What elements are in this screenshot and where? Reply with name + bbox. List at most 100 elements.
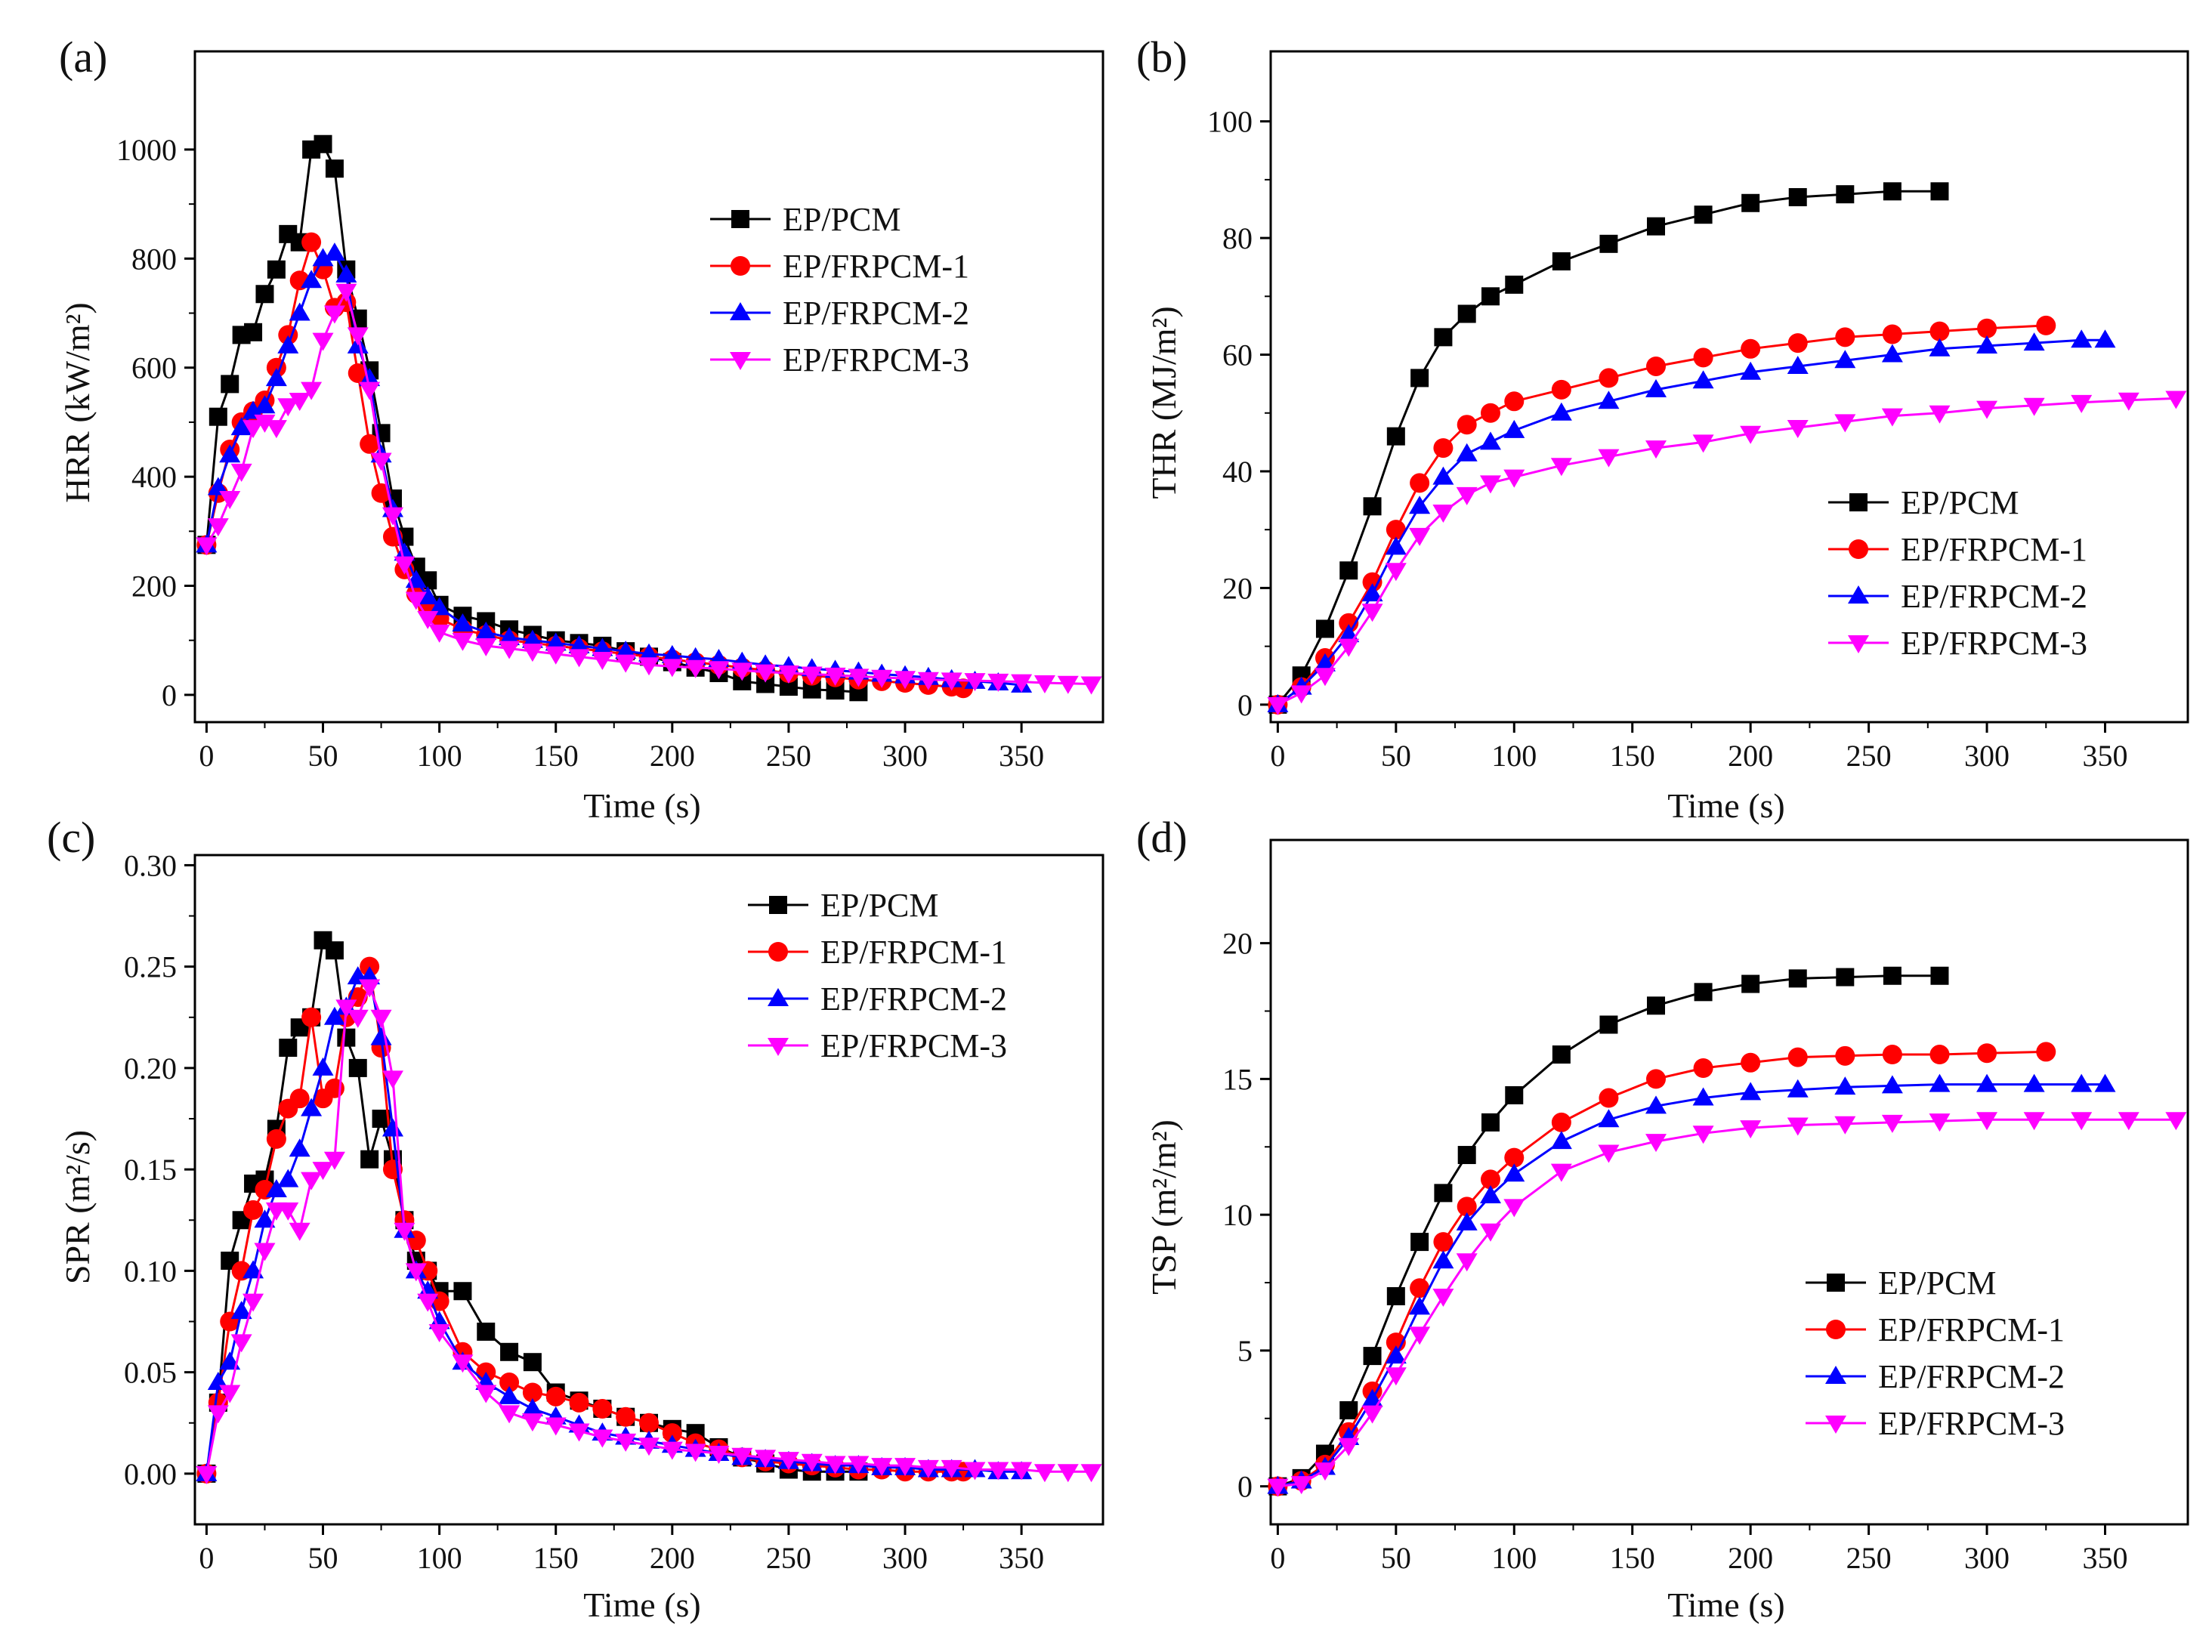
panel-a-legend-label: EP/FRPCM-3 <box>783 341 969 378</box>
panel-d-legend-marker <box>1825 1366 1846 1384</box>
panel-a-data-point <box>615 641 637 659</box>
panel-b-data-point <box>1834 350 1856 369</box>
panel-b-data-point <box>1456 443 1478 462</box>
panel-d-legend-marker <box>1826 1320 1846 1339</box>
panel-a-data-point <box>661 659 683 678</box>
panel-a-data-point <box>475 621 497 640</box>
panel-b-data-point <box>1314 653 1336 672</box>
panel-b-data-point <box>1503 469 1525 488</box>
panel-c-data-point <box>871 1458 893 1477</box>
panel-a-data-point <box>545 632 567 651</box>
panel-c-ytick-label: 0.25 <box>124 950 177 984</box>
panel-a-data-point <box>370 452 392 471</box>
panel-b-data-point <box>1787 420 1809 439</box>
panel-b-data-point <box>1456 486 1478 505</box>
panel-b-data-point <box>1647 217 1666 236</box>
panel-b: (b) Time (s) THR (MJ/m²) 0 50 100 150 200 250… <box>1136 32 2189 825</box>
panel-c-data-point <box>347 1009 369 1028</box>
panel-b-ytick-label: 20 <box>1222 571 1253 605</box>
panel-c-data-point <box>348 1058 367 1077</box>
panel-d-data-point <box>1432 1289 1454 1307</box>
panel-b-data-point <box>1740 425 1762 444</box>
panel-c-data-point <box>684 1444 706 1462</box>
panel-c-legend-label: EP/FRPCM-3 <box>820 1027 1007 1064</box>
panel-a-data-point <box>314 134 332 153</box>
panel-c-ytick-label: 0.20 <box>124 1051 177 1085</box>
panel-c-data-point <box>1057 1464 1079 1483</box>
panel-a-xlabel: Time (s) <box>583 786 701 825</box>
panel-c-data-point <box>301 1098 323 1116</box>
panel-b-data-point <box>1552 252 1571 270</box>
panel-c-legend-label: EP/FRPCM-2 <box>820 980 1007 1017</box>
panel-b-data-point <box>1741 338 1761 359</box>
panel-b-data-point <box>1480 403 1500 423</box>
panel-b-data-point <box>1645 440 1667 459</box>
panel-b-legend: EP/PCM EP/FRPCM-1 EP/FRPCM-2 EP/FRPCM-3 <box>1828 484 2087 662</box>
panel-a-data-point <box>417 610 439 629</box>
panel-b-label: (b) <box>1136 32 1188 82</box>
panel-b-data-point <box>1882 324 1902 344</box>
panel-b-data-point <box>1433 438 1454 459</box>
panel-d-data-point <box>1881 1075 1903 1094</box>
panel-d-data-point <box>1599 1088 1619 1108</box>
panel-c-data-point <box>592 1429 613 1448</box>
panel-b-xtick-label: 50 <box>1381 739 1411 773</box>
panel-c-data-point <box>335 999 357 1018</box>
panel-d-data-point <box>1550 1131 1572 1150</box>
panel-a-data-point <box>941 672 962 691</box>
panel-d-data-point <box>1741 1052 1761 1073</box>
panel-a-data-point <box>521 644 543 662</box>
panel-b-data-point <box>1692 434 1714 453</box>
panel-d-legend-label: EP/FRPCM-2 <box>1878 1358 2065 1395</box>
panel-d-data-point <box>1787 1047 1808 1067</box>
panel-b-data-point <box>1386 427 1405 446</box>
panel-c-data-point <box>207 1405 229 1424</box>
panel-d-legend-label: EP/FRPCM-1 <box>1878 1311 2065 1348</box>
panel-d-legend-label: EP/FRPCM-3 <box>1878 1405 2065 1442</box>
panel-a-data-point <box>335 283 357 302</box>
panel-c-data-point <box>1033 1464 1055 1483</box>
panel-d-data-point <box>1977 1043 1997 1064</box>
panel-c-data-point <box>394 1222 416 1241</box>
panel-b-data-point <box>2036 315 2056 335</box>
panel-c-data-point <box>499 1373 520 1393</box>
panel-b-series-1 <box>1268 182 1949 714</box>
panel-d-ytick-label: 5 <box>1237 1334 1253 1368</box>
panel-c-xtick-label: 100 <box>417 1541 462 1575</box>
panel-a-data-point <box>382 507 403 526</box>
panel-a-data-point <box>661 644 683 663</box>
panel-c-data-point <box>662 1423 682 1444</box>
panel-c-data-point <box>337 1028 356 1047</box>
panel-d-data-point <box>1434 1184 1453 1203</box>
panel-c-data-point <box>301 1007 322 1027</box>
panel-b-data-point <box>1410 473 1430 493</box>
panel-c-data-point <box>254 1209 276 1228</box>
panel-a-data-point <box>359 368 381 387</box>
panel-b-data-point <box>1434 328 1453 347</box>
panel-d-data-point <box>1646 1069 1667 1089</box>
panel-c-data-point <box>277 1169 299 1187</box>
panel-b-series-line <box>1277 190 1940 706</box>
panel-a-data-point <box>289 393 310 412</box>
panel-d-data-point <box>1503 1163 1525 1182</box>
panel-d-data-point <box>1645 1095 1667 1114</box>
panel-a-data-point <box>394 542 416 561</box>
panel-b-data-point <box>1314 668 1336 687</box>
panel-b-data-point <box>1881 408 1903 427</box>
panel-b-legend-label: EP/FRPCM-3 <box>1901 625 2087 662</box>
panel-d-data-point <box>1410 1278 1430 1298</box>
panel-b-data-point <box>1977 318 1997 338</box>
panel-c-data-point <box>638 1437 660 1456</box>
panel-a-xtick-label: 50 <box>308 739 338 773</box>
panel-d: (d) Time (s) TSP (m²/m²) 0 50 100 150 200 250… <box>1136 813 2189 1624</box>
panel-d-data-point <box>1788 969 1807 988</box>
panel-a-frame <box>193 50 1104 724</box>
panel-b-data-point <box>1503 419 1525 438</box>
panel-b-data-point <box>1929 338 1951 357</box>
panel-c-data-point <box>777 1452 799 1471</box>
panel-b-xtick-label: 100 <box>1491 739 1537 773</box>
panel-c-data-point <box>219 1385 241 1403</box>
panel-b-ytick-label: 60 <box>1222 338 1253 372</box>
panel-d-data-point <box>1692 1126 1714 1144</box>
panel-b-legend-marker <box>1848 635 1869 653</box>
